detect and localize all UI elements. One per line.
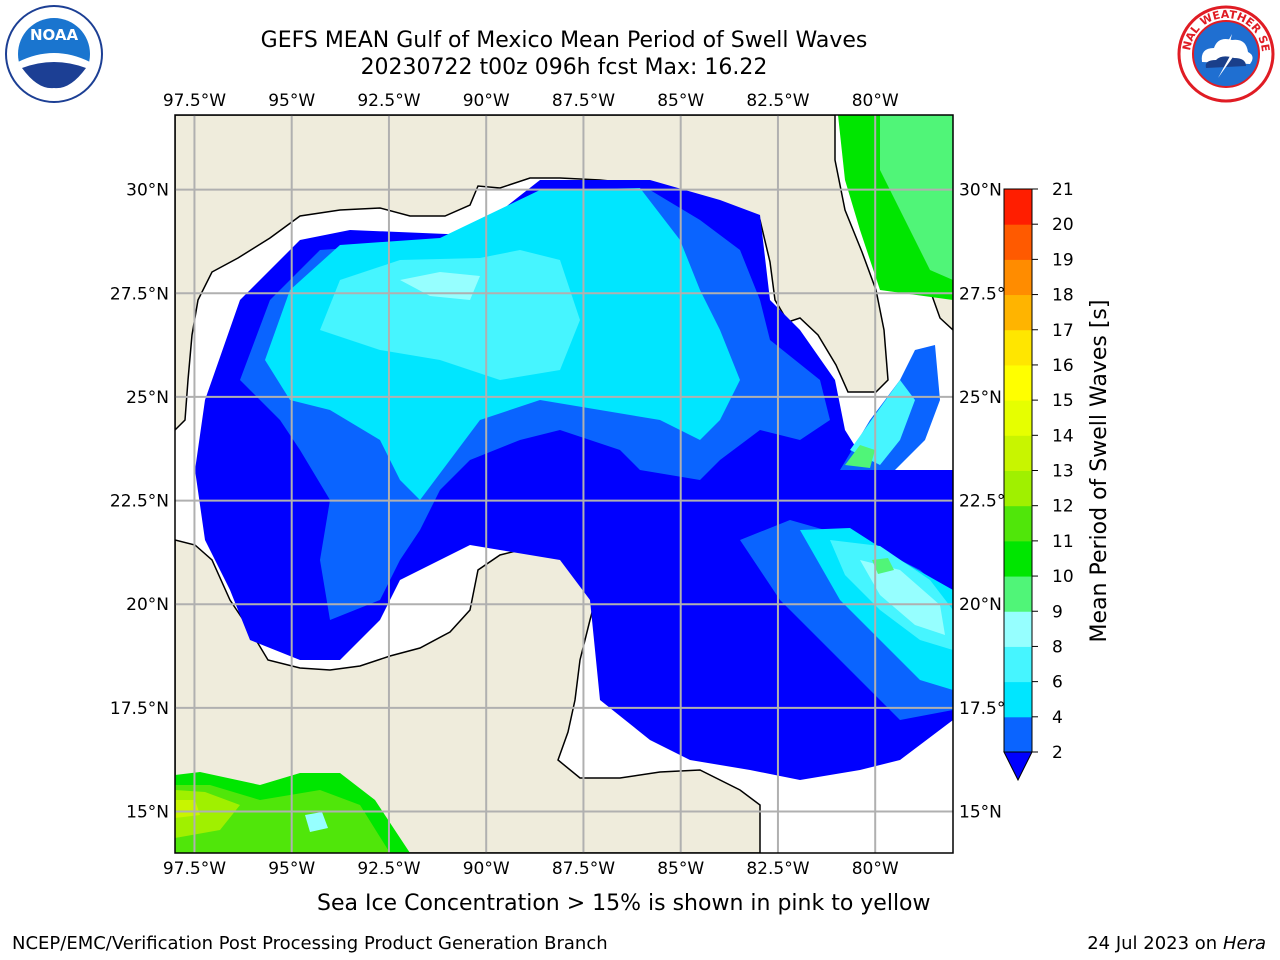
lon-label-top: 82.5°W [746,91,809,111]
colorbar-tick-label: 2 [1052,743,1063,763]
colorbar-segment [1004,576,1032,612]
map-frame [174,114,954,854]
caribbean-period-4-6 [800,528,953,690]
colorbar-segment [1004,364,1032,401]
lat-lon-gridlines [175,115,953,853]
gulf-period-6-8 [320,250,580,380]
colorbar-segment [1004,294,1032,331]
credit-footer: NCEP/EMC/Verification Post Processing Pr… [12,933,608,954]
colorbar-tick-label: 21 [1052,180,1074,200]
lat-label-left: 27.5°N [110,284,169,304]
colorbar-tick-label: 8 [1052,637,1063,657]
colorbar-tick-label: 13 [1052,462,1074,482]
sea-ice-note: Sea Ice Concentration > 15% is shown in … [317,891,931,916]
lat-label-right: 20°N [959,595,1002,615]
lon-label-bottom: 92.5°W [357,859,420,879]
colorbar-segment [1004,540,1032,577]
colorbar-tick-label: 11 [1052,532,1074,552]
pacific-period-8-9 [305,812,328,832]
lat-label-left: 17.5°N [110,699,169,719]
colorbar-tick-label: 14 [1052,426,1074,446]
map-title: GEFS MEAN Gulf of Mexico Mean Period of … [260,28,868,53]
lat-label-left: 22.5°N [110,492,169,512]
colorbar-segment [1004,224,1032,260]
lat-label-left: 15°N [126,803,169,823]
lat-label-right: 15°N [959,803,1002,823]
lon-label-top: 92.5°W [357,91,420,111]
colorbar-tick-label: 10 [1052,567,1074,587]
colorbar-tick-label: 6 [1052,673,1063,693]
lat-label-right: 17.5°N [959,699,1018,719]
colorbar: 2 4 6 8 9 10 11 12 13 14 15 16 17 18 19 20 21 [1003,180,1074,782]
nws-logo: NATIONAL WEATHER SERVICE [1176,4,1275,103]
atlantic-period-9-10 [880,115,953,280]
colorbar-segment [1004,470,1032,507]
date-footer-text: 24 Jul 2023 on [1087,933,1223,954]
colorbar-segment [1004,611,1032,647]
axis-tick-labels: 97.5°W 97.5°W 95°W 95°W 92.5°W 92.5°W 90°W 90°W… [110,91,1018,879]
straits-period-6-8 [850,380,915,465]
noaa-logo-text: NOAA [30,26,79,44]
colorbar-segment [1004,681,1032,718]
colorbar-segment [1004,400,1032,436]
colorbar-segment [1004,505,1032,542]
lon-label-bottom: 80°W [852,859,899,879]
lon-label-bottom: 87.5°W [552,859,615,879]
colorbar-segment [1004,259,1032,296]
lon-label-top: 87.5°W [552,91,615,111]
map-area [175,115,953,853]
lon-label-top: 95°W [268,91,315,111]
lon-label-bottom: 85°W [657,859,704,879]
lat-label-right: 30°N [959,181,1002,201]
colorbar-tick-label: 15 [1052,391,1074,411]
lon-label-bottom: 82.5°W [746,859,809,879]
lon-label-bottom: 95°W [268,859,315,879]
colorbar-label: Mean Period of Swell Waves [s] [1087,300,1112,643]
lon-label-top: 85°W [657,91,704,111]
caribbean-period-9-10 [872,558,894,574]
colorbar-tick-label: 20 [1052,215,1074,235]
lat-label-left: 30°N [126,181,169,201]
forecast-subtitle: 20230722 t00z 096h fcst Max: 16.22 [360,55,768,80]
lat-label-left: 20°N [126,595,169,615]
lon-label-bottom: 97.5°W [163,859,226,879]
noaa-logo: NOAA [5,5,103,103]
date-footer: 24 Jul 2023 on Hera [1087,933,1266,954]
lon-label-bottom: 90°W [463,859,510,879]
lat-label-left: 25°N [126,388,169,408]
lon-label-top: 97.5°W [163,91,226,111]
colorbar-tick-label: 18 [1052,286,1074,306]
colorbar-tick-label: 9 [1052,602,1063,622]
swell-period-field [175,115,953,853]
host-name: Hera [1222,933,1266,954]
lon-label-top: 80°W [852,91,899,111]
colorbar-tick-label: 19 [1052,250,1074,270]
lon-label-top: 90°W [463,91,510,111]
colorbar-segment [1004,646,1032,683]
colorbar-segment [1004,435,1032,471]
lat-label-right: 27.5°N [959,284,1018,304]
lat-label-right: 25°N [959,388,1002,408]
straits-period-9-10 [845,445,875,468]
lat-label-right: 22.5°N [959,492,1018,512]
colorbar-extend-arrow [1003,751,1033,782]
colorbar-segment [1004,716,1032,753]
colorbar-tick-label: 17 [1052,321,1074,341]
colorbar-tick-label: 12 [1052,497,1074,517]
colorbar-segment [1004,329,1032,366]
colorbar-tick-label: 16 [1052,356,1074,376]
colorbar-segment [1004,189,1032,225]
caribbean-period-8-9 [860,560,945,635]
colorbar-tick-label: 4 [1052,708,1063,728]
